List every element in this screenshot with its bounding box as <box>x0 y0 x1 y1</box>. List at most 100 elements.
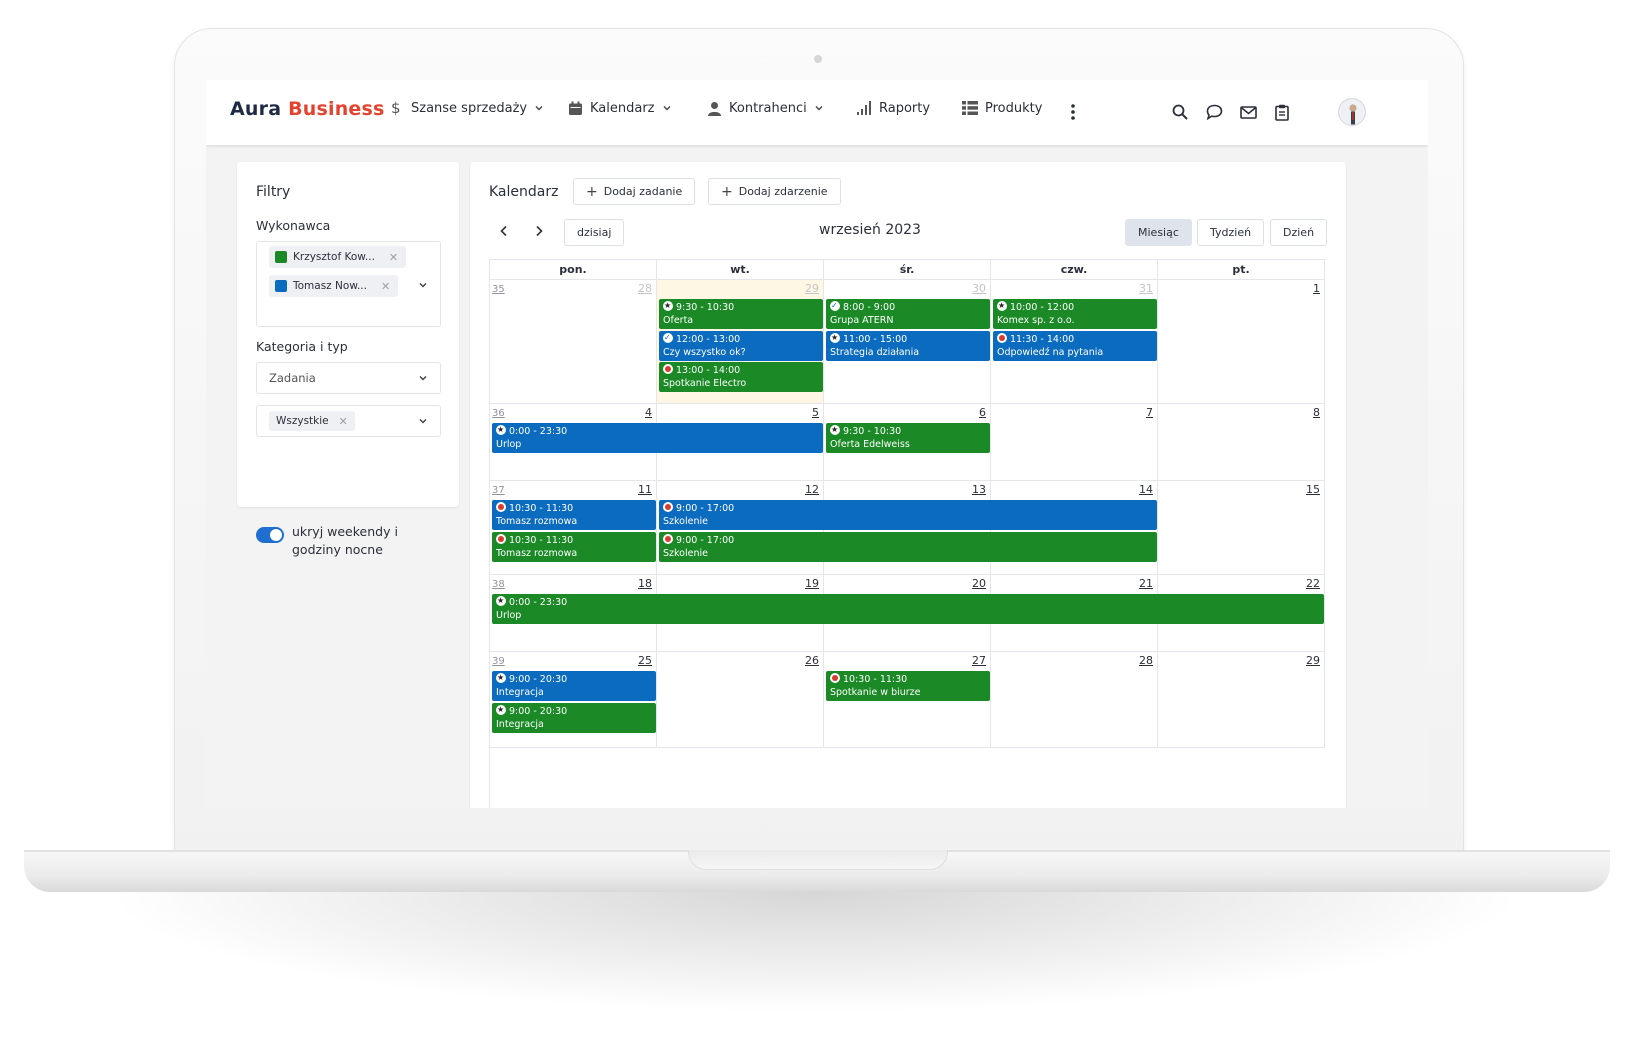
day-cell[interactable]: 28 <box>991 652 1158 748</box>
day-number[interactable]: 27 <box>972 654 986 667</box>
day-cell[interactable]: 22 <box>1158 575 1325 652</box>
day-number[interactable]: 13 <box>972 483 986 496</box>
day-cell[interactable]: 6 <box>824 404 991 481</box>
day-cell[interactable]: 28 35 <box>490 280 657 404</box>
day-cell[interactable]: 30 <box>824 280 991 404</box>
day-cell[interactable]: 8 <box>1158 404 1325 481</box>
hide-weekends-toggle[interactable] <box>256 527 284 543</box>
calendar-event[interactable]: 9:00 - 17:00 Szkolenie <box>659 531 1157 562</box>
category-select[interactable]: Zadania <box>256 362 441 394</box>
view-week-button[interactable]: Tydzień <box>1197 219 1265 246</box>
day-number[interactable]: 21 <box>1139 577 1153 590</box>
day-number[interactable]: 15 <box>1306 483 1320 496</box>
add-event-button[interactable]: + Dodaj zdarzenie <box>708 178 841 205</box>
day-number[interactable]: 6 <box>979 406 986 419</box>
week-number[interactable]: 39 <box>492 656 505 667</box>
calendar-event[interactable]: 8:00 - 9:00 Grupa ATERN <box>826 299 990 329</box>
calendar-event[interactable]: 10:00 - 12:00 Komex sp. z o.o. <box>993 299 1157 329</box>
day-number[interactable]: 11 <box>638 483 652 496</box>
calendar-event[interactable]: 9:30 - 10:30 Oferta <box>659 299 823 329</box>
assignee-chip[interactable]: Krzysztof Kow... ✕ <box>269 246 407 268</box>
nav-item-products[interactable]: Produkty <box>962 100 1042 116</box>
day-cell[interactable]: 1 <box>1158 280 1325 404</box>
day-cell[interactable]: 15 <box>1158 481 1325 575</box>
assignee-chip[interactable]: Tomasz Now... ✕ <box>269 275 399 297</box>
day-number[interactable]: 8 <box>1313 406 1320 419</box>
nav-item-label: Produkty <box>985 100 1043 116</box>
search-icon[interactable] <box>1168 100 1192 124</box>
calendar-event[interactable]: 10:30 - 11:30 Spotkanie w biurze <box>826 671 990 701</box>
day-number[interactable]: 30 <box>972 282 986 295</box>
more-vertical-icon[interactable] <box>1061 100 1085 124</box>
day-number[interactable]: 1 <box>1313 282 1320 295</box>
day-cell[interactable]: 11 37 <box>490 481 657 575</box>
view-month-button[interactable]: Miesiąc <box>1125 219 1192 246</box>
day-number[interactable]: 5 <box>812 406 819 419</box>
day-cell[interactable]: 26 <box>657 652 824 748</box>
nav-item-sales[interactable]: $ Szanse sprzedaży <box>388 100 544 116</box>
calendar-event[interactable]: 9:30 - 10:30 Oferta Edelweiss <box>826 423 990 453</box>
calendar-event[interactable]: 13:00 - 14:00 Spotkanie Electro <box>659 362 823 392</box>
calendar-event[interactable]: 10:30 - 11:30 Tomasz rozmowa <box>492 500 656 530</box>
chevron-down-icon[interactable] <box>418 280 428 290</box>
clipboard-icon[interactable] <box>1270 100 1294 124</box>
type-chip[interactable]: Wszystkie ✕ <box>269 411 355 431</box>
day-number[interactable]: 28 <box>638 282 652 295</box>
day-number[interactable]: 22 <box>1306 577 1320 590</box>
add-task-button[interactable]: + Dodaj zadanie <box>573 178 696 205</box>
assignee-select[interactable]: Krzysztof Kow... ✕ Tomasz Now... ✕ <box>256 241 441 327</box>
avatar[interactable] <box>1338 98 1366 126</box>
week-number[interactable]: 36 <box>492 408 505 419</box>
day-number[interactable]: 29 <box>805 282 819 295</box>
day-number[interactable]: 19 <box>805 577 819 590</box>
day-cell[interactable]: 5 <box>657 404 824 481</box>
day-number[interactable]: 29 <box>1306 654 1320 667</box>
calendar-event[interactable]: 9:00 - 17:00 Szkolenie <box>659 500 1157 530</box>
prev-month-button[interactable] <box>494 221 514 241</box>
type-select[interactable]: Wszystkie ✕ <box>256 405 441 437</box>
remove-chip-icon[interactable]: ✕ <box>380 279 391 293</box>
day-number[interactable]: 4 <box>645 406 652 419</box>
day-number[interactable]: 7 <box>1146 406 1153 419</box>
today-button[interactable]: dzisiaj <box>564 219 625 246</box>
calendar-event[interactable]: 0:00 - 23:30 Urlop <box>492 423 823 453</box>
week-number[interactable]: 38 <box>492 579 505 590</box>
calendar-event[interactable]: 11:30 - 14:00 Odpowiedź na pytania <box>993 330 1157 361</box>
day-number[interactable]: 12 <box>805 483 819 496</box>
remove-chip-icon[interactable]: ✕ <box>338 414 348 428</box>
day-number[interactable]: 31 <box>1139 282 1153 295</box>
nav-item-contractors[interactable]: Kontrahenci <box>706 100 824 116</box>
day-cell[interactable]: 7 <box>991 404 1158 481</box>
day-cell[interactable]: 14 <box>991 481 1158 575</box>
event-title: Szkolenie <box>663 547 708 559</box>
star-icon <box>496 703 506 716</box>
week-number[interactable]: 37 <box>492 485 505 496</box>
day-number[interactable]: 14 <box>1139 483 1153 496</box>
view-day-button[interactable]: Dzień <box>1270 219 1328 246</box>
day-number[interactable]: 18 <box>638 577 652 590</box>
day-number[interactable]: 20 <box>972 577 986 590</box>
day-number[interactable]: 26 <box>805 654 819 667</box>
event-time: 10:30 - 11:30 <box>843 674 908 685</box>
day-number[interactable]: 25 <box>638 654 652 667</box>
day-cell[interactable]: 25 39 <box>490 652 657 748</box>
brand-logo[interactable]: Aura Business <box>230 98 385 120</box>
day-number[interactable]: 28 <box>1139 654 1153 667</box>
day-cell[interactable]: 31 <box>991 280 1158 404</box>
remove-chip-icon[interactable]: ✕ <box>388 250 399 264</box>
day-cell[interactable]: 29 <box>1158 652 1325 748</box>
calendar-event[interactable]: 10:30 - 11:30 Tomasz rozmowa <box>492 531 656 562</box>
calendar-event[interactable]: 0:00 - 23:30 Urlop <box>492 594 1324 624</box>
week-number[interactable]: 35 <box>492 284 505 295</box>
color-swatch <box>275 280 287 292</box>
mail-icon[interactable] <box>1236 100 1260 124</box>
nav-item-calendar[interactable]: Kalendarz <box>567 100 672 116</box>
chat-icon[interactable] <box>1202 100 1226 124</box>
next-month-button[interactable] <box>529 221 549 241</box>
day-cell[interactable]: 27 <box>824 652 991 748</box>
nav-item-reports[interactable]: Raporty <box>856 100 930 116</box>
